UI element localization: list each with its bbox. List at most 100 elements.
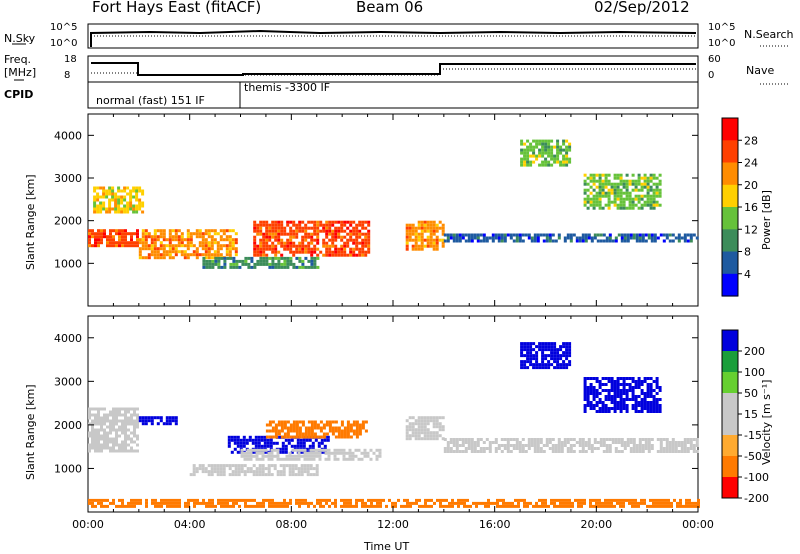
power-cell (289, 250, 293, 254)
power-cell (446, 236, 450, 240)
vel-cell (127, 449, 130, 453)
vel-cell (432, 416, 436, 420)
vel-cell (494, 441, 498, 444)
vel-cell (479, 447, 483, 450)
power-cell (289, 241, 293, 245)
vel-cell (115, 504, 118, 508)
vel-cell (165, 416, 169, 420)
vel-cell (141, 419, 145, 423)
power-cell (408, 229, 412, 233)
power-cell (429, 241, 433, 245)
power-cell (259, 241, 263, 245)
power-cell (689, 233, 693, 237)
vel-cell (310, 420, 314, 424)
vel-cell (441, 437, 445, 441)
vel-cell (671, 447, 675, 450)
power-cell (301, 262, 305, 266)
vel-cell (208, 501, 211, 505)
power-cell (204, 238, 208, 242)
vel-cell (478, 501, 481, 505)
vel-cell (520, 342, 524, 346)
vel-cell (219, 473, 223, 477)
vel-cell (127, 504, 130, 508)
power-cell (132, 210, 136, 214)
power-cell (637, 194, 641, 198)
power-cell (253, 229, 257, 233)
power-cell (441, 223, 445, 227)
power-cell (637, 182, 641, 186)
power-cell (118, 244, 121, 248)
vel-cell (683, 444, 687, 447)
power-cell (553, 157, 557, 161)
power-cell (328, 223, 332, 227)
vel-cell (166, 504, 169, 508)
vel-cell (210, 470, 214, 474)
vel-cell (542, 444, 546, 447)
vel-region-7 (443, 438, 699, 453)
power-cell (168, 235, 172, 239)
vel-cell (512, 438, 516, 441)
xtick-label: 00:00 (72, 518, 104, 531)
vel-cell (635, 444, 639, 447)
vel-cell (201, 467, 205, 471)
vel-cell (622, 398, 626, 401)
power-cell (533, 236, 537, 240)
vel-cell (298, 426, 302, 430)
power-cell (231, 244, 235, 248)
power-cell (544, 151, 548, 155)
power-cell (225, 229, 229, 233)
power-cell (298, 226, 302, 230)
vel-cell (638, 444, 642, 447)
power-cell (443, 233, 447, 237)
power-cell (650, 236, 654, 240)
vel-cell (604, 404, 608, 407)
power-cell (646, 182, 650, 186)
power-cell (658, 179, 662, 183)
power-cell (162, 232, 166, 236)
vel-cell (578, 450, 582, 453)
power-cell (367, 223, 371, 227)
power-cell (625, 185, 629, 189)
power-cell (556, 151, 560, 155)
power-cell (595, 194, 599, 198)
power-cell (274, 223, 278, 227)
power-cell (535, 157, 539, 161)
power-cell (108, 189, 112, 193)
vel-cell (473, 450, 477, 453)
vel-cell (355, 504, 358, 508)
power-cell (503, 239, 507, 243)
vel-cell (97, 440, 100, 444)
power-cell (310, 265, 314, 269)
power-cell (358, 247, 362, 251)
vel-cell (650, 444, 654, 447)
power-cell (99, 201, 103, 205)
vel-cell (319, 501, 322, 505)
power-cell (96, 207, 100, 211)
power-cell (253, 250, 257, 254)
power-cell (613, 188, 617, 192)
power-cell (244, 262, 248, 266)
vel-cell (236, 435, 240, 439)
vel-cell (476, 441, 480, 444)
power-cell (103, 229, 106, 233)
vel-cell (604, 504, 607, 508)
power-cell (114, 195, 118, 199)
vel-cell (115, 440, 118, 444)
power-cell (112, 235, 115, 239)
power-cell (441, 238, 445, 242)
vel-cell (451, 504, 454, 508)
vel-cell (112, 422, 115, 426)
power-cell (420, 235, 424, 239)
power-cell (562, 160, 566, 164)
power-cell (619, 194, 623, 198)
vel-cell (441, 416, 445, 420)
vel-cell (319, 426, 323, 430)
vel-cell (112, 425, 115, 429)
vel-cell (310, 423, 314, 427)
power-cell (643, 185, 647, 189)
power-cell (259, 229, 263, 233)
power-cell (198, 253, 202, 257)
vel-cell (133, 504, 136, 508)
vel-cell (121, 443, 124, 447)
power-cell (316, 226, 320, 230)
